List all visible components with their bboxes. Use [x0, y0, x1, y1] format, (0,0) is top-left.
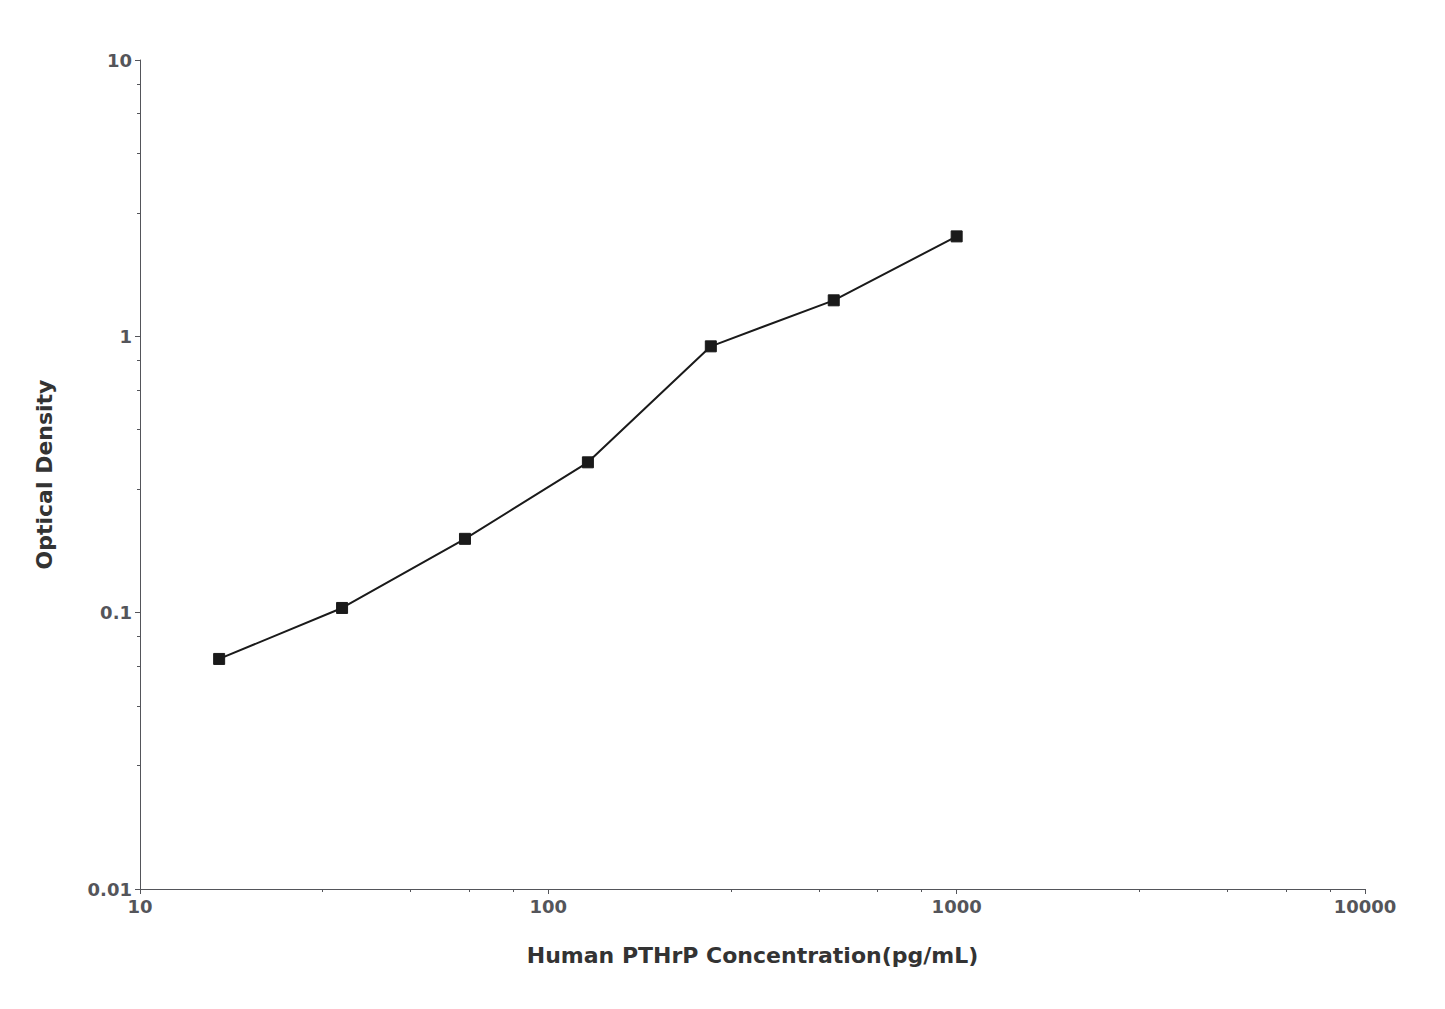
svg-text:Human PTHrP Concentration(pg/m: Human PTHrP Concentration(pg/mL) — [527, 943, 979, 968]
svg-text:0.01: 0.01 — [88, 879, 132, 900]
svg-text:0.1: 0.1 — [100, 602, 132, 623]
svg-text:10: 10 — [107, 50, 132, 71]
svg-text:100: 100 — [530, 896, 568, 917]
svg-text:Optical Density: Optical Density — [32, 380, 57, 570]
svg-text:1000: 1000 — [932, 896, 982, 917]
svg-text:10: 10 — [127, 896, 152, 917]
svg-text:1: 1 — [119, 326, 132, 347]
svg-text:10000: 10000 — [1334, 896, 1397, 917]
